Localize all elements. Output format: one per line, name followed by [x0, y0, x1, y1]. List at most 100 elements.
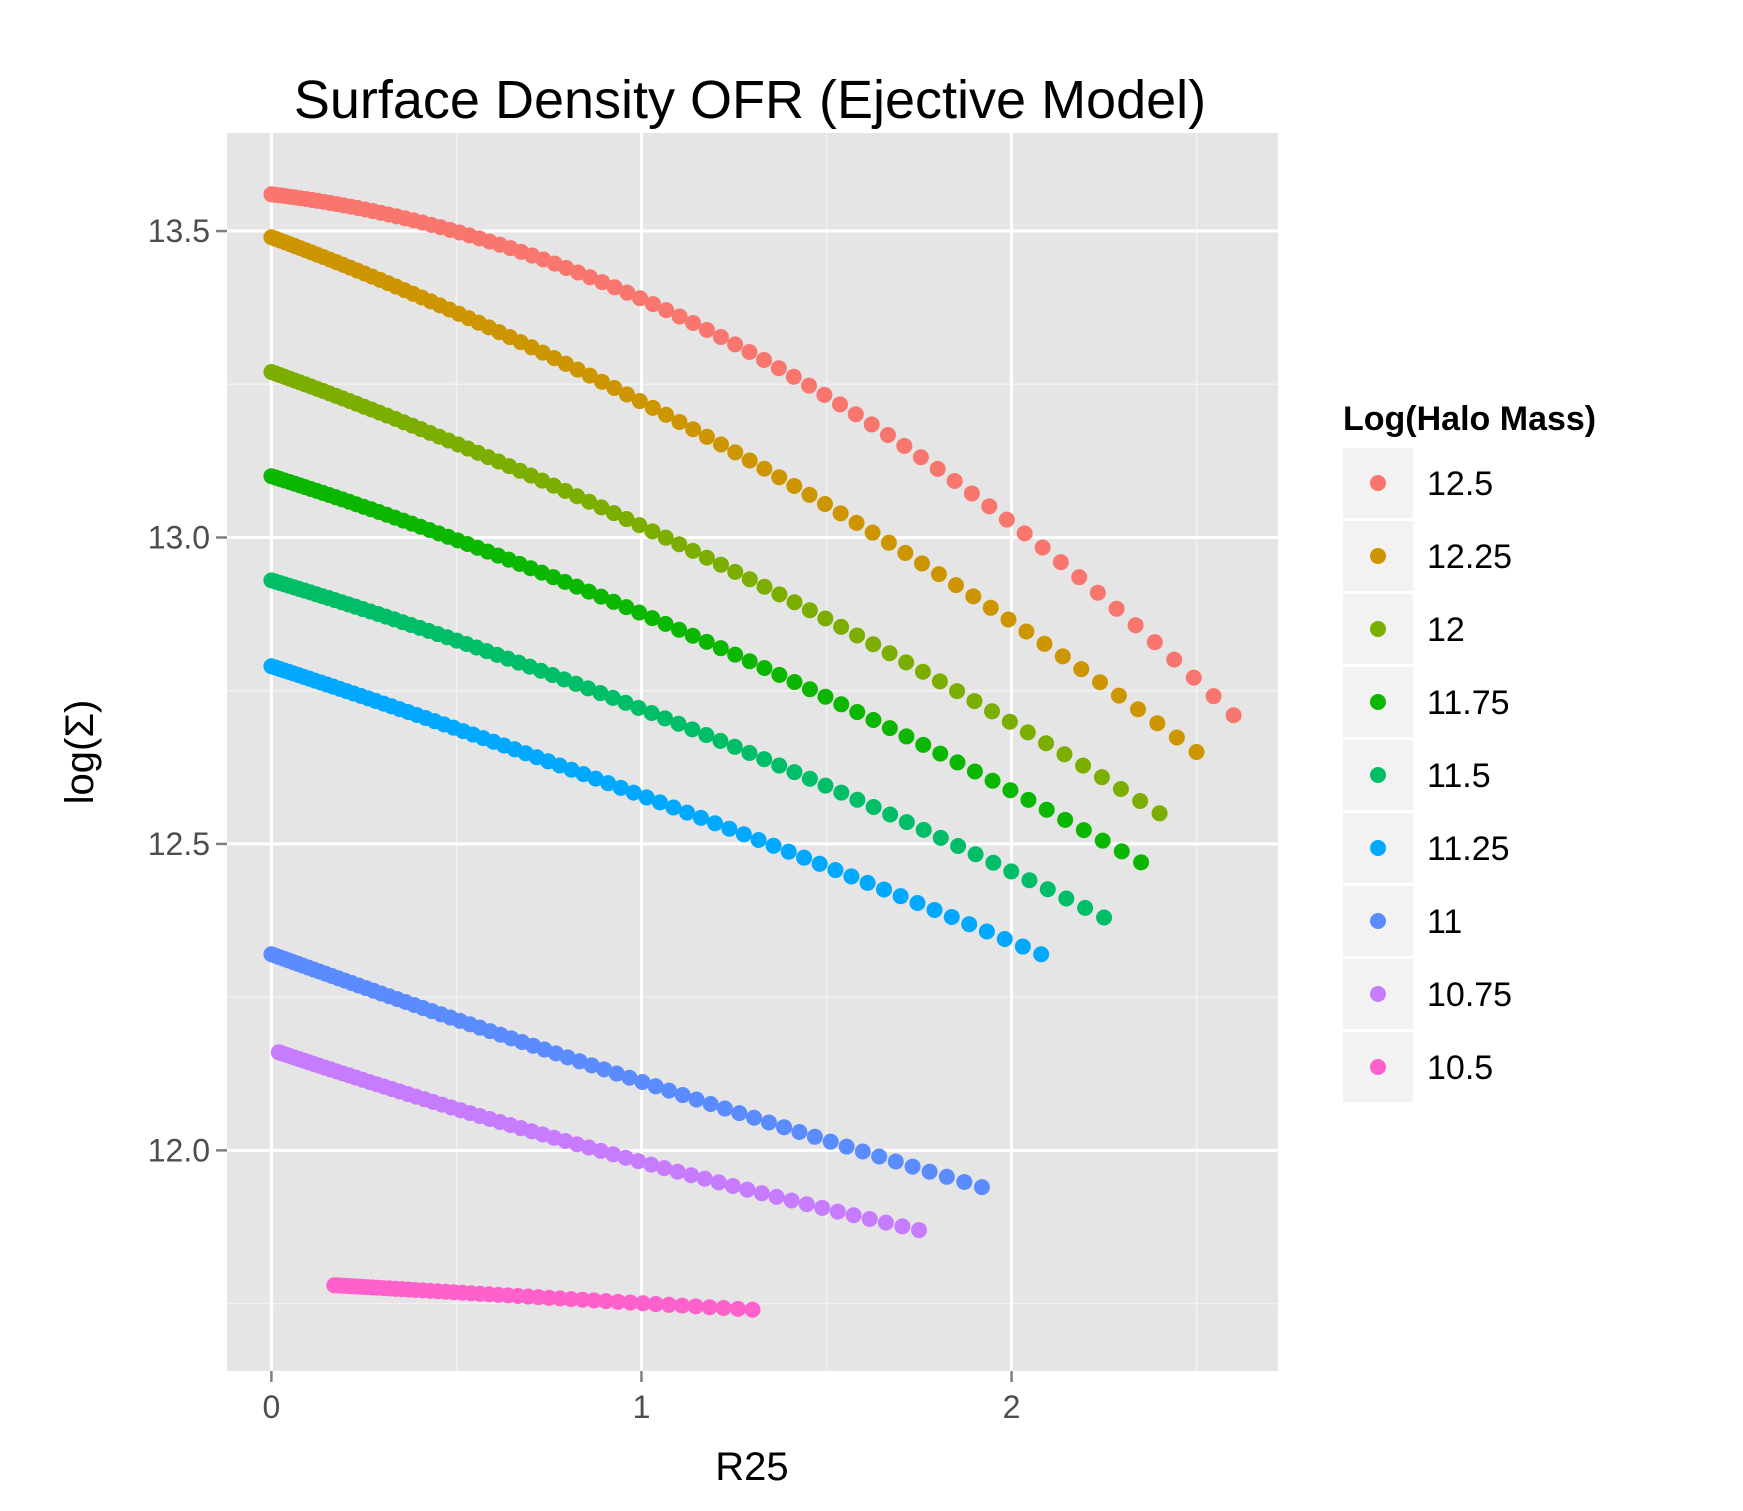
data-point	[593, 499, 610, 516]
data-point	[887, 1153, 904, 1170]
data-point	[847, 406, 864, 423]
data-point	[656, 710, 673, 727]
data-point	[931, 673, 948, 690]
data-point	[1075, 757, 1092, 774]
data-point	[712, 328, 729, 345]
data-point	[684, 627, 701, 644]
data-point	[569, 361, 586, 378]
data-point	[716, 1100, 733, 1117]
chart-title: Surface Density OFR (Ejective Model)	[294, 70, 1206, 130]
data-point	[563, 1291, 580, 1308]
data-point	[698, 727, 715, 744]
data-point	[865, 636, 882, 653]
data-point	[698, 321, 715, 338]
data-point	[1073, 661, 1090, 678]
data-point	[746, 1109, 763, 1126]
data-point	[932, 745, 949, 762]
data-point	[671, 413, 688, 430]
data-point	[1133, 854, 1150, 871]
data-point	[961, 916, 978, 933]
data-point	[634, 1073, 651, 1090]
data-point	[684, 542, 701, 559]
data-point	[625, 784, 642, 801]
x-tick-label: 0	[263, 1389, 281, 1425]
data-point	[727, 563, 744, 580]
data-point	[1002, 782, 1019, 799]
legend-title: Log(Halo Mass)	[1343, 400, 1596, 438]
data-point	[946, 472, 963, 489]
data-point	[984, 772, 1001, 789]
data-point	[1089, 584, 1106, 601]
data-point	[688, 1091, 705, 1108]
data-point	[966, 763, 983, 780]
data-point	[801, 486, 818, 503]
data-point	[683, 1167, 700, 1184]
data-point	[618, 511, 635, 528]
data-point	[1094, 832, 1111, 849]
data-point	[741, 343, 758, 360]
data-point	[827, 862, 844, 879]
data-point	[1149, 715, 1166, 732]
legend-key-dot	[1370, 475, 1386, 491]
data-point	[570, 264, 587, 281]
data-point	[814, 1199, 831, 1216]
data-point	[679, 804, 696, 821]
data-point	[1003, 863, 1020, 880]
data-point	[1038, 801, 1055, 818]
legend-label: 12.25	[1427, 538, 1512, 576]
data-point	[904, 1158, 921, 1175]
data-point	[715, 1300, 732, 1317]
legend-key-dot	[1370, 621, 1386, 637]
data-point	[1021, 872, 1038, 889]
data-point	[897, 544, 914, 561]
data-point	[816, 495, 833, 512]
legend-key-dot	[1370, 986, 1386, 1002]
data-point	[938, 1168, 955, 1185]
data-point	[881, 720, 898, 737]
data-point	[978, 923, 995, 940]
data-point	[594, 274, 611, 291]
data-point	[571, 1053, 588, 1070]
y-tick-label: 13.0	[148, 519, 210, 555]
legend-item: 12	[1343, 594, 1465, 664]
data-point	[911, 1222, 928, 1239]
data-point	[644, 610, 661, 627]
data-point	[848, 514, 865, 531]
data-point	[593, 588, 610, 605]
data-point	[671, 621, 688, 638]
data-point	[898, 814, 915, 831]
legend-label: 11	[1427, 903, 1462, 941]
data-point	[744, 1301, 761, 1318]
data-point	[1001, 713, 1018, 730]
data-point	[592, 685, 609, 702]
data-point	[1166, 651, 1183, 668]
data-point	[674, 1297, 691, 1314]
data-point	[647, 1296, 664, 1313]
data-point	[786, 594, 803, 611]
data-point	[1057, 811, 1074, 828]
data-points	[263, 186, 1242, 1318]
y-tick-label: 13.5	[148, 213, 210, 249]
data-point	[1096, 909, 1113, 926]
data-point	[669, 1163, 686, 1180]
data-point	[1205, 688, 1222, 705]
data-point	[644, 296, 661, 313]
data-point	[712, 556, 729, 573]
data-point	[892, 888, 909, 905]
legend-item: 12.5	[1343, 448, 1493, 518]
data-point	[926, 901, 943, 918]
data-point	[698, 549, 715, 566]
data-point	[1075, 822, 1092, 839]
data-point	[816, 386, 833, 403]
data-point	[879, 426, 896, 443]
data-point	[739, 1181, 756, 1198]
series-11.25	[263, 658, 1050, 963]
data-point	[1110, 687, 1127, 704]
data-point	[671, 308, 688, 325]
data-point	[1146, 634, 1163, 651]
data-point	[609, 1293, 626, 1310]
legend-label: 11.5	[1427, 757, 1491, 795]
data-point	[949, 754, 966, 771]
data-point	[1054, 648, 1071, 665]
